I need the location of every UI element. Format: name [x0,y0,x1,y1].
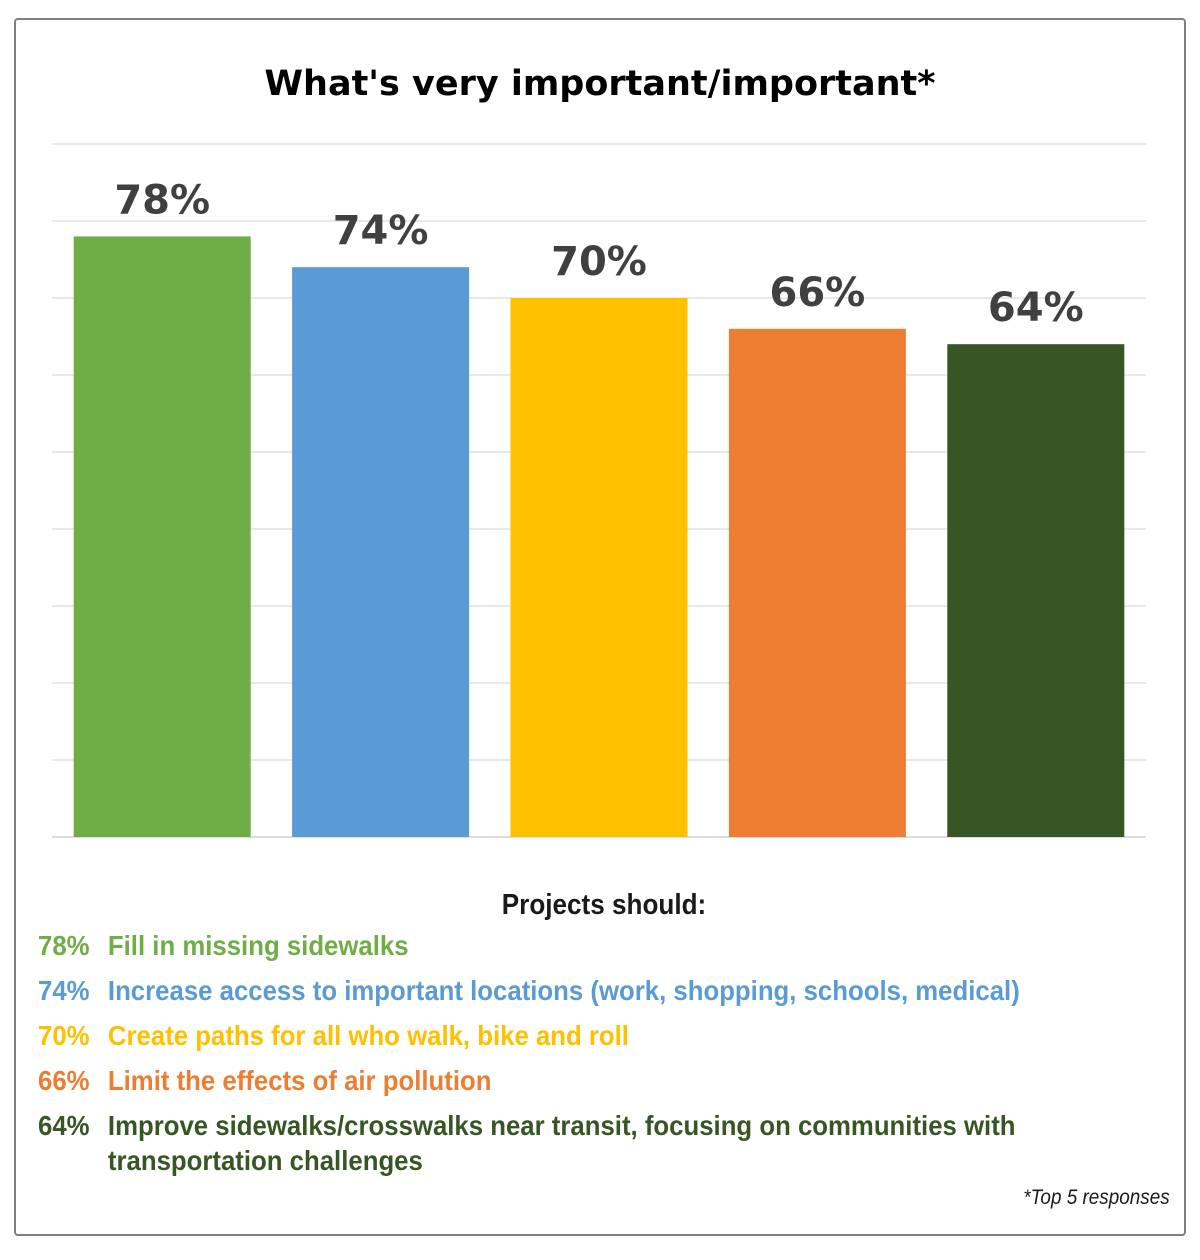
legend-item-percent: 70% [38,1020,90,1051]
legend-item-percent: 66% [38,1065,90,1096]
bar-chart: 78% 74% 70% 66% 64% [52,143,1146,838]
legend-item: 70% Create paths for all who walk, bike a… [38,1018,1170,1053]
bar-data-label-5: 64% [988,285,1084,331]
legend-heading: Projects should: [501,889,707,921]
legend-item-text: Fill in missing sidewalks [107,930,409,961]
bar-data-label-2: 74% [333,208,429,254]
bar-3 [510,298,688,837]
bar-1 [73,236,251,837]
legend-item-percent: 74% [38,975,90,1006]
legend: 78% Fill in missing sidewalks 74% Increase … [38,928,1188,1188]
chart-title: What's very important/important* [264,64,936,104]
legend-item: 74% Increase access to important location… [38,973,1170,1008]
bar-data-label-3: 70% [551,239,647,285]
legend-item-text: Limit the effects of air pollution [107,1065,492,1096]
bar-4 [728,328,906,837]
legend-item: 78% Fill in missing sidewalks [38,928,1170,963]
legend-item-text: Improve sidewalks/crosswalks near transi… [107,1110,1016,1176]
legend-item: 64% Improve sidewalks/crosswalks near tra… [38,1108,1170,1178]
legend-item-text: Increase access to important locations (… [107,975,1020,1006]
bar-data-label-1: 78% [114,177,210,223]
legend-item: 66% Limit the effects of air pollution [38,1063,1170,1098]
bar-5 [947,344,1125,837]
legend-item-percent: 78% [38,930,90,961]
bar-2 [292,267,470,837]
footnote: *Top 5 responses [1023,1186,1170,1209]
bar-data-label-4: 66% [770,270,866,316]
legend-item-percent: 64% [38,1110,90,1141]
legend-item-text: Create paths for all who walk, bike and … [107,1020,629,1051]
